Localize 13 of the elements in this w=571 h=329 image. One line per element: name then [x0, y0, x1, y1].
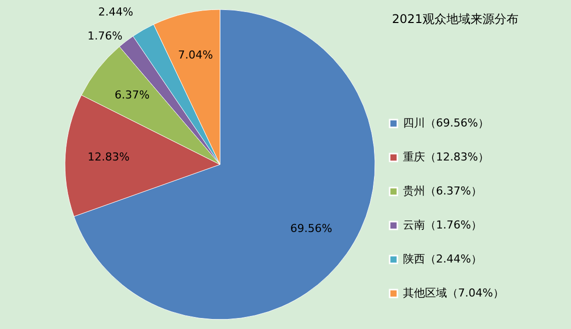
- data-label: 7.04%: [178, 48, 213, 62]
- legend-label: 重庆（12.83%）: [403, 150, 489, 164]
- legend-label: 其他区域（7.04%）: [403, 286, 504, 300]
- legend-label: 云南（1.76%）: [403, 218, 482, 232]
- data-label: 69.56%: [290, 222, 332, 235]
- legend-label: 四川（69.56%）: [403, 116, 489, 130]
- data-label: 2.44%: [98, 6, 134, 19]
- data-label: 1.76%: [87, 29, 122, 42]
- data-label: 12.83%: [88, 150, 130, 164]
- legend-label: 贵州（6.37%）: [403, 184, 482, 198]
- data-label: 6.37%: [114, 88, 150, 102]
- chart-title: 2021观众地域来源分布: [392, 12, 519, 26]
- legend-label: 陕西（2.44%）: [403, 252, 482, 266]
